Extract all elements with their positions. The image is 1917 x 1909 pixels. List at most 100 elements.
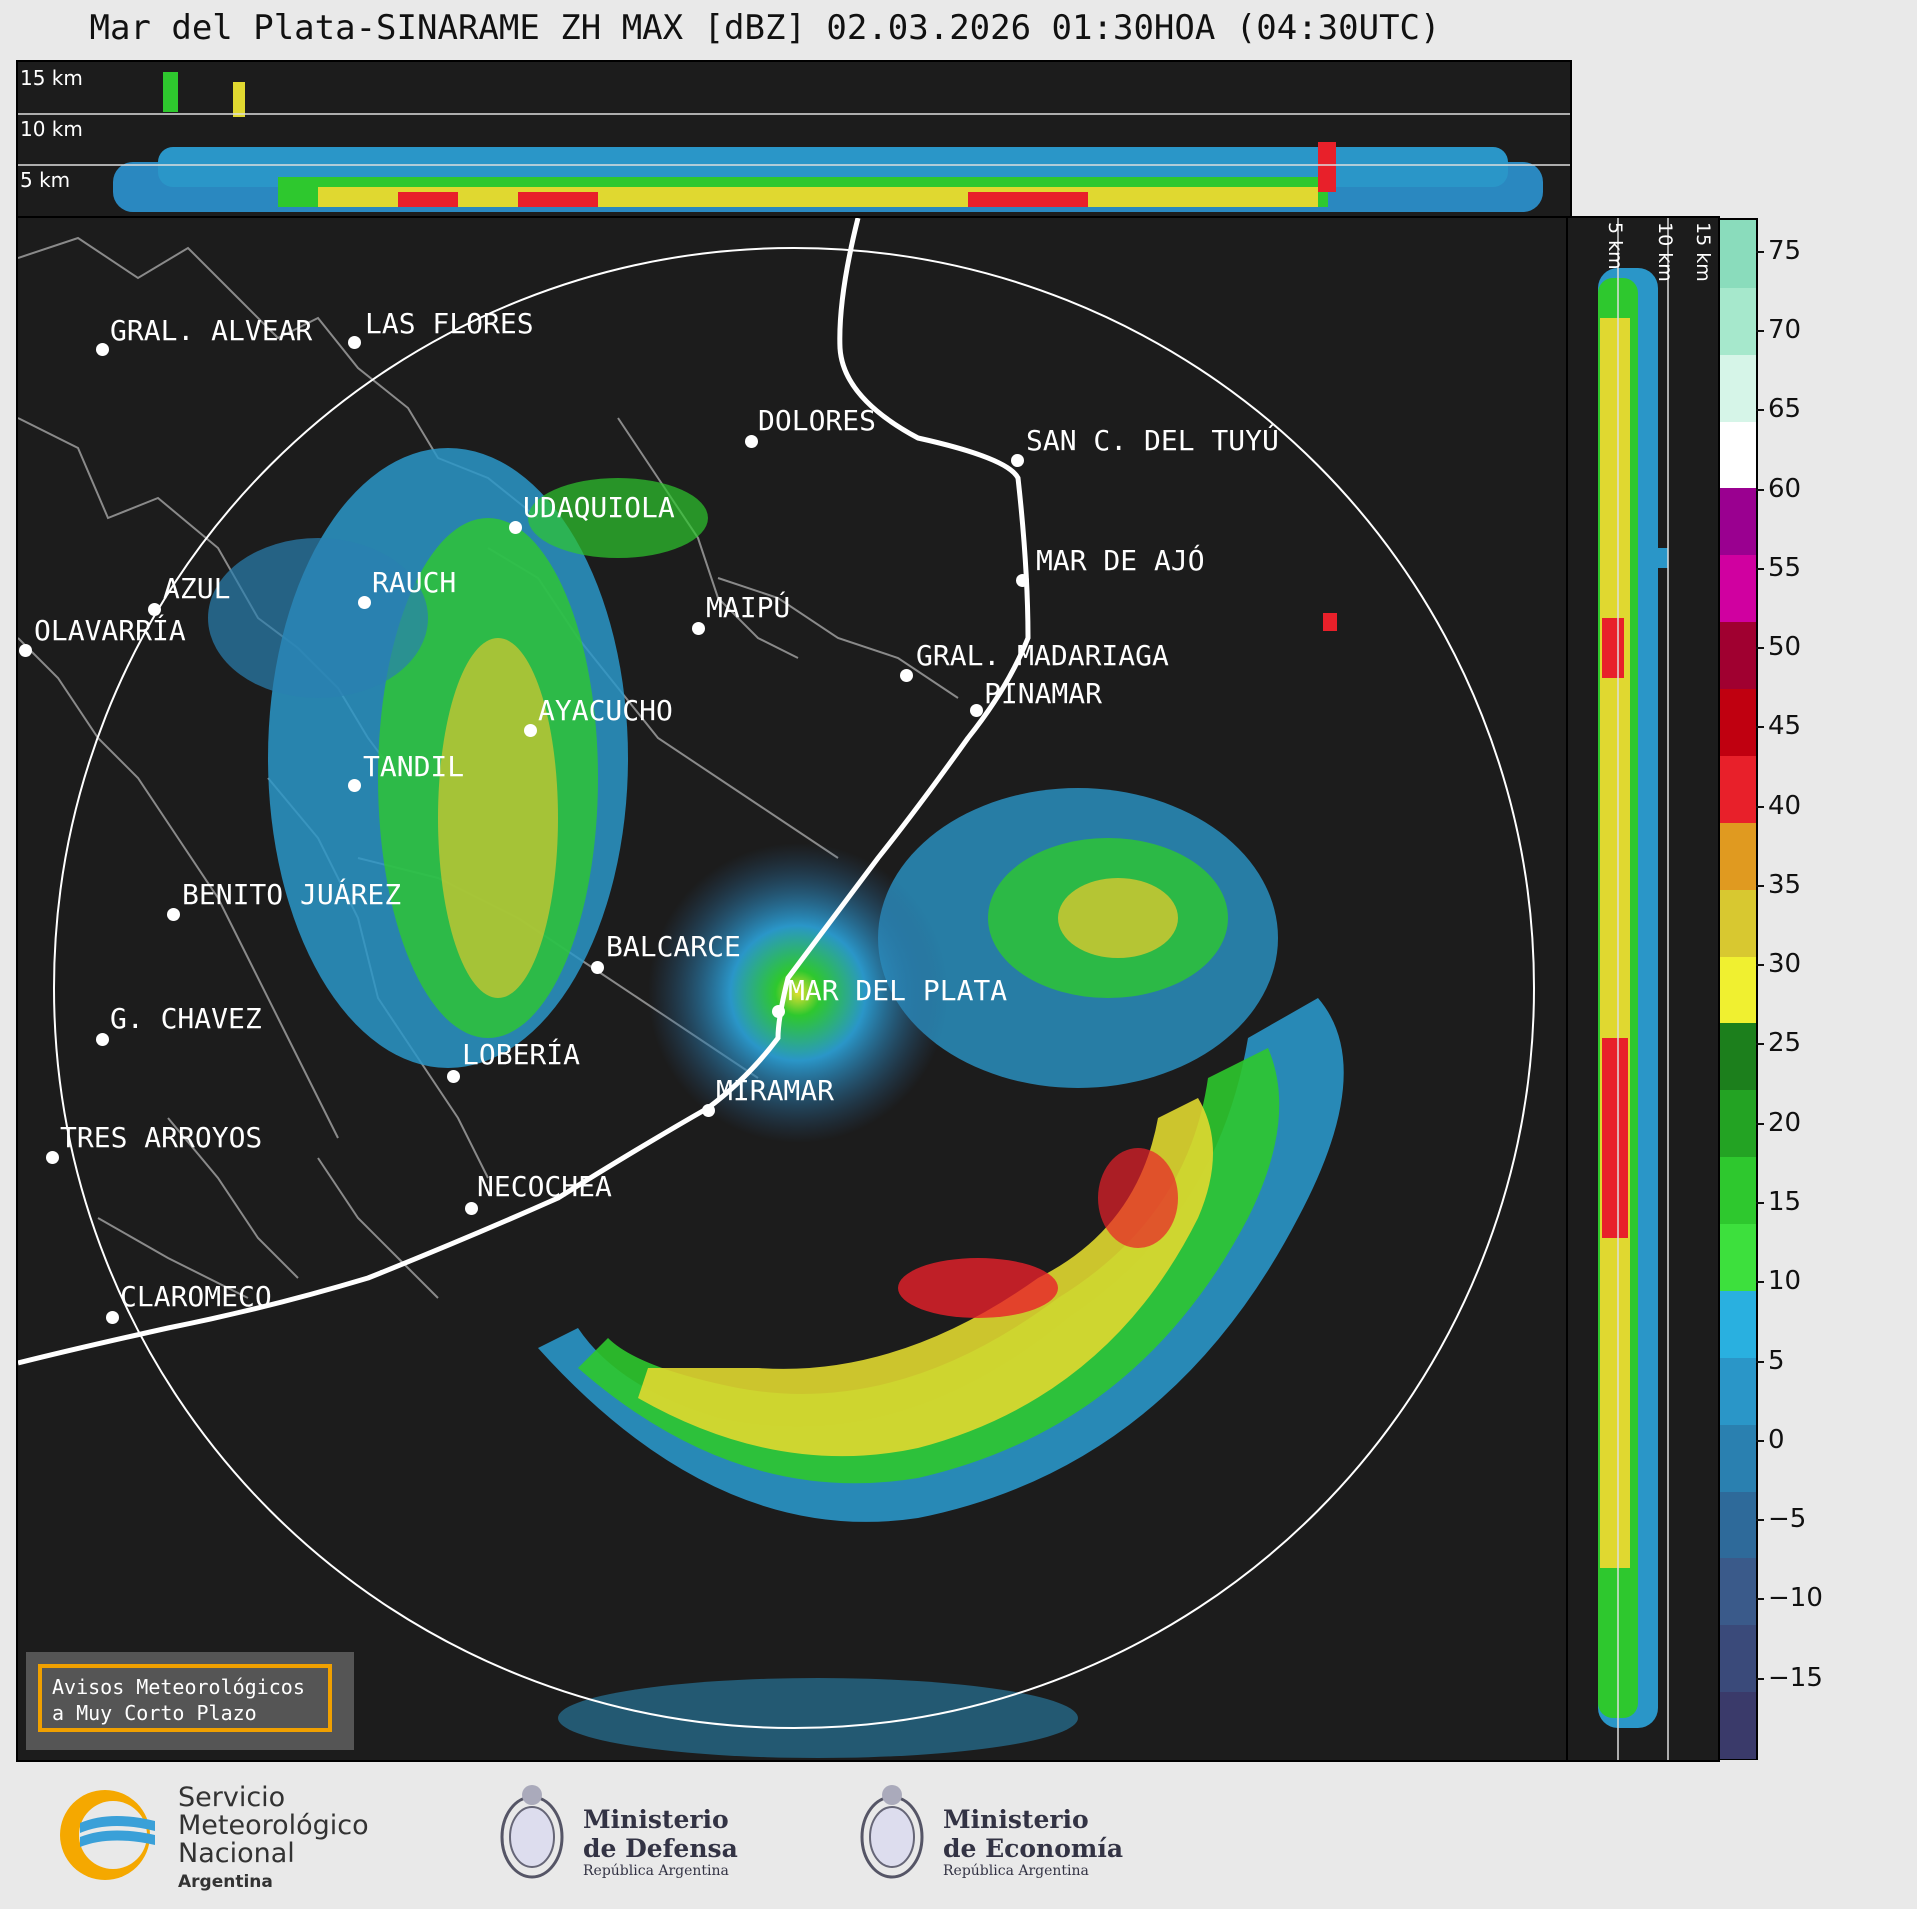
colorbar-tick-label: −5 — [1768, 1504, 1807, 1535]
city-label: UDAQUIOLA — [523, 491, 675, 524]
city-label: AZUL — [163, 572, 231, 605]
city-dot — [447, 1070, 460, 1083]
range-ring — [53, 247, 1535, 1729]
chart-title: Mar del Plata-SINARAME ZH MAX [dBZ] 02.0… — [89, 8, 1441, 48]
city-dot — [96, 1033, 109, 1046]
colorbar-tick-label: 0 — [1768, 1424, 1785, 1455]
colorbar-segment — [1720, 286, 1756, 355]
city-dot — [358, 596, 371, 609]
radar-map[interactable]: GRAL. ALVEAR LAS FLORES DOLORES SAN C. D… — [16, 216, 1569, 1762]
city-label: G. CHAVEZ — [110, 1002, 262, 1035]
city-dot — [106, 1311, 119, 1324]
colorbar-segment — [1720, 1557, 1756, 1626]
city-label: GRAL. ALVEAR — [110, 314, 313, 347]
city-dot — [465, 1202, 478, 1215]
smn-logo-icon — [60, 1790, 155, 1880]
colorbar-segment — [1720, 1423, 1756, 1492]
city-dot — [745, 435, 758, 448]
city-dot — [692, 622, 705, 635]
colorbar-segment — [1720, 420, 1756, 489]
city-label: SAN C. DEL TUYÚ — [1026, 424, 1279, 457]
economia-line1: Ministerio — [943, 1805, 1089, 1834]
colorbar-segment — [1720, 1490, 1756, 1559]
city-label: MIRAMAR — [716, 1074, 835, 1107]
colorbar-segment — [1720, 754, 1756, 823]
colorbar-segment — [1720, 487, 1756, 556]
smn-line4: Argentina — [178, 1872, 273, 1892]
colorbar-tick-label: 5 — [1768, 1345, 1785, 1376]
city-dot — [348, 779, 361, 792]
colorbar-tick-label: 70 — [1768, 314, 1802, 345]
city-dot — [509, 521, 522, 534]
city-dot — [148, 603, 161, 616]
colorbar-tick-mark — [1756, 964, 1764, 967]
city-dot — [524, 724, 537, 737]
defensa-line2: de Defensa — [583, 1834, 738, 1863]
city-label: CLAROMECO — [120, 1280, 272, 1313]
city-dot — [591, 961, 604, 974]
side-height-5: 5 km — [1604, 222, 1626, 270]
colorbar-segment — [1720, 955, 1756, 1024]
city-label: OLAVARRÍA — [34, 614, 186, 647]
colorbar-tick-label: 35 — [1768, 869, 1802, 900]
colorbar-segment — [1720, 1156, 1756, 1225]
colorbar-tick-mark — [1756, 488, 1764, 491]
city-dot — [1016, 574, 1029, 587]
height-label-15: 15 km — [20, 66, 83, 90]
city-label: TRES ARROYOS — [60, 1121, 263, 1154]
colorbar-tick-mark — [1756, 726, 1764, 729]
precipitation-echoes — [208, 448, 1344, 1758]
colorbar-tick-label: 50 — [1768, 632, 1802, 663]
coastline — [18, 218, 1031, 1366]
city-label: TANDIL — [363, 750, 465, 783]
city-label: GRAL. MADARIAGA — [916, 639, 1169, 672]
top-cross-section: 15 km 10 km 5 km — [16, 60, 1572, 219]
colorbar-tick-label: −10 — [1768, 1583, 1823, 1614]
colorbar-tick-label: 20 — [1768, 1107, 1802, 1138]
city-label: BENITO JUÁREZ — [182, 878, 402, 911]
colorbar-tick-label: 40 — [1768, 790, 1802, 821]
colorbar-tick-mark — [1756, 1519, 1764, 1522]
city-dot — [96, 343, 109, 356]
colorbar-tick-label: 75 — [1768, 235, 1802, 266]
side-cross-section: 5 km 10 km 15 km — [1566, 216, 1720, 1762]
city-label: RAUCH — [372, 566, 457, 599]
colorbar-tick-mark — [1756, 1122, 1764, 1125]
city-dot — [970, 704, 983, 717]
side-height-15: 15 km — [1692, 222, 1714, 282]
colorbar-tick-label: 65 — [1768, 394, 1802, 425]
economia-line3: República Argentina — [943, 1863, 1089, 1879]
city-label: MAR DEL PLATA — [788, 974, 1008, 1007]
colorbar-tick-label: 25 — [1768, 1028, 1802, 1059]
economia-line2: de Economía — [943, 1834, 1124, 1863]
side-cross-section-plot — [1598, 218, 1669, 1760]
colorbar-segment — [1720, 1022, 1756, 1091]
city-dot — [46, 1151, 59, 1164]
aviso-line1: Avisos Meteorológicos — [52, 1675, 305, 1699]
colorbar-tick-label: 55 — [1768, 552, 1802, 583]
colorbar-tick-mark — [1756, 1281, 1764, 1284]
city-dot — [1011, 454, 1024, 467]
colorbar-tick-mark — [1756, 1043, 1764, 1046]
colorbar-tick-mark — [1756, 409, 1764, 412]
colorbar-tick-mark — [1756, 1677, 1764, 1680]
city-dot — [167, 908, 180, 921]
colorbar-segment — [1720, 1089, 1756, 1158]
colorbar-segment — [1720, 353, 1756, 422]
city-dot — [348, 336, 361, 349]
colorbar-segment — [1720, 621, 1756, 690]
city-label: MAIPÚ — [706, 591, 791, 624]
colorbar-segment — [1720, 220, 1756, 288]
colorbar-segment — [1720, 688, 1756, 756]
colorbar-tick-label: 15 — [1768, 1187, 1802, 1218]
radar-plot — [18, 218, 1535, 1758]
city-dot — [702, 1104, 715, 1117]
top-cross-section-plot — [18, 72, 1570, 212]
city-label: MAR DE AJÓ — [1036, 544, 1205, 577]
colorbar — [1718, 218, 1758, 1760]
colorbar-segment — [1720, 1624, 1756, 1693]
height-label-5: 5 km — [20, 168, 71, 192]
defensa-seal-icon — [500, 1785, 564, 1879]
colorbar-tick-mark — [1756, 1598, 1764, 1601]
colorbar-tick-mark — [1756, 1360, 1764, 1363]
